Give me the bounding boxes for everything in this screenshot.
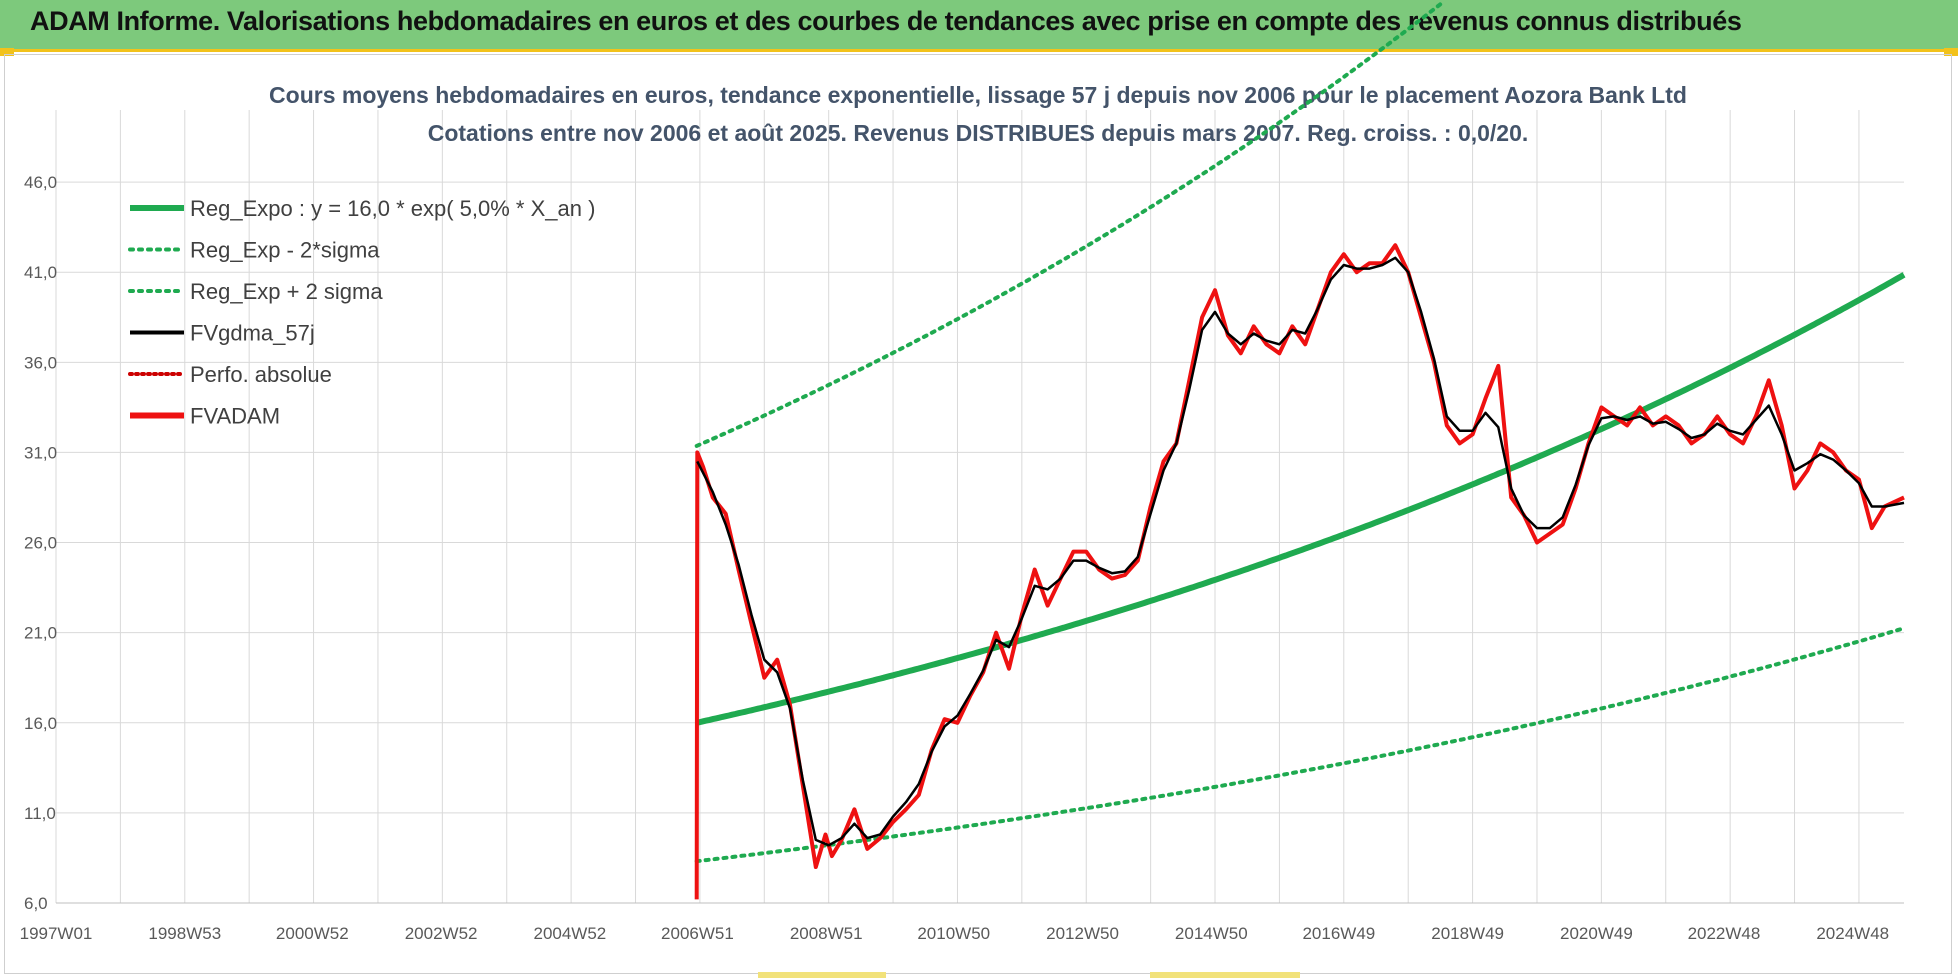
x-tick-label: 2012W50 (1046, 924, 1119, 943)
bottom-marker-left (758, 972, 886, 978)
legend-label: Perfo. absolue (190, 362, 332, 387)
legend: Reg_Expo : y = 16,0 * exp( 5,0% * X_an )… (128, 196, 595, 429)
y-tick-label: 26,0 (24, 534, 57, 553)
x-tick-label: 2016W49 (1302, 924, 1375, 943)
x-tick-label: 2000W52 (276, 924, 349, 943)
x-axis-ticks: 1997W01 1998W53 2000W52 2002W52 2004W52 2006W… (20, 924, 1890, 943)
x-tick-label: 2004W52 (533, 924, 606, 943)
series-reg-exp-lower (694, 626, 1906, 864)
x-tick-label: 2018W49 (1431, 924, 1504, 943)
x-tick-label: 2020W49 (1560, 924, 1633, 943)
y-tick-label: 6,0 (24, 894, 48, 913)
x-tick-label: 2014W50 (1175, 924, 1248, 943)
x-tick-label: 2006W51 (661, 924, 734, 943)
grid (55, 110, 1904, 904)
x-tick-label: 1997W01 (20, 924, 93, 943)
series-fvadam (694, 243, 1905, 900)
x-tick-label: 2008W51 (790, 924, 863, 943)
y-tick-label: 11,0 (24, 804, 56, 823)
page-title: ADAM Informe. Valorisations hebdomadaire… (30, 6, 1742, 36)
legend-label: Reg_Exp + 2 sigma (190, 279, 383, 304)
chart-frame (4, 54, 1952, 974)
y-tick-label: 46,0 (24, 173, 57, 192)
y-tick-label: 21,0 (24, 624, 57, 643)
legend-label: FVgdma_57j (190, 321, 315, 346)
bottom-marker-right (1150, 972, 1300, 978)
y-tick-label: 16,0 (24, 714, 57, 733)
x-tick-label: 2010W50 (917, 924, 990, 943)
corner-marker-left (0, 48, 14, 56)
series-reg-exp-upper (694, 0, 1446, 448)
y-tick-label: 36,0 (24, 353, 57, 372)
y-tick-label: 41,0 (24, 263, 57, 282)
chart-subtitle-line1: Cours moyens hebdomadaires en euros, ten… (269, 82, 1687, 108)
series-fvgdma-57j (696, 256, 1905, 847)
y-tick-label: 31,0 (24, 443, 57, 462)
y-axis-ticks: 6,0 11,0 16,0 21,0 26,0 31,0 36,0 41,0 46,0 (24, 173, 57, 913)
x-tick-label: 2024W48 (1816, 924, 1889, 943)
x-tick-label: 2002W52 (405, 924, 478, 943)
header-banner: ADAM Informe. Valorisations hebdomadaire… (0, 0, 1958, 52)
chart-subtitle-line2: Cotations entre nov 2006 et août 2025. R… (428, 120, 1529, 146)
series-reg-expo (696, 272, 1906, 726)
legend-label: Reg_Expo : y = 16,0 * exp( 5,0% * X_an ) (190, 196, 595, 221)
corner-marker-right (1944, 48, 1958, 56)
x-tick-label: 1998W53 (148, 924, 221, 943)
legend-label: FVADAM (190, 404, 280, 429)
x-tick-label: 2022W48 (1688, 924, 1761, 943)
legend-label: Reg_Exp - 2*sigma (190, 238, 380, 263)
series (694, 0, 1906, 900)
